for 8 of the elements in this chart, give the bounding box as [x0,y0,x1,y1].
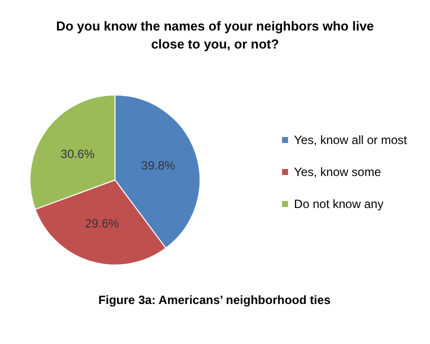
legend-label: Do not know any [294,197,384,211]
data-label: 29.6% [85,216,120,231]
legend-label: Yes, know all or most [294,133,408,147]
data-label: 39.8% [141,158,176,173]
legend-label: Yes, know some [294,165,382,179]
chart-title: Do you know the names of your neighbors who live close to you, or not? [56,18,374,52]
data-label: 30.6% [60,146,96,161]
caption: Figure 3a: Americans’ neighborhood ties [98,293,331,307]
